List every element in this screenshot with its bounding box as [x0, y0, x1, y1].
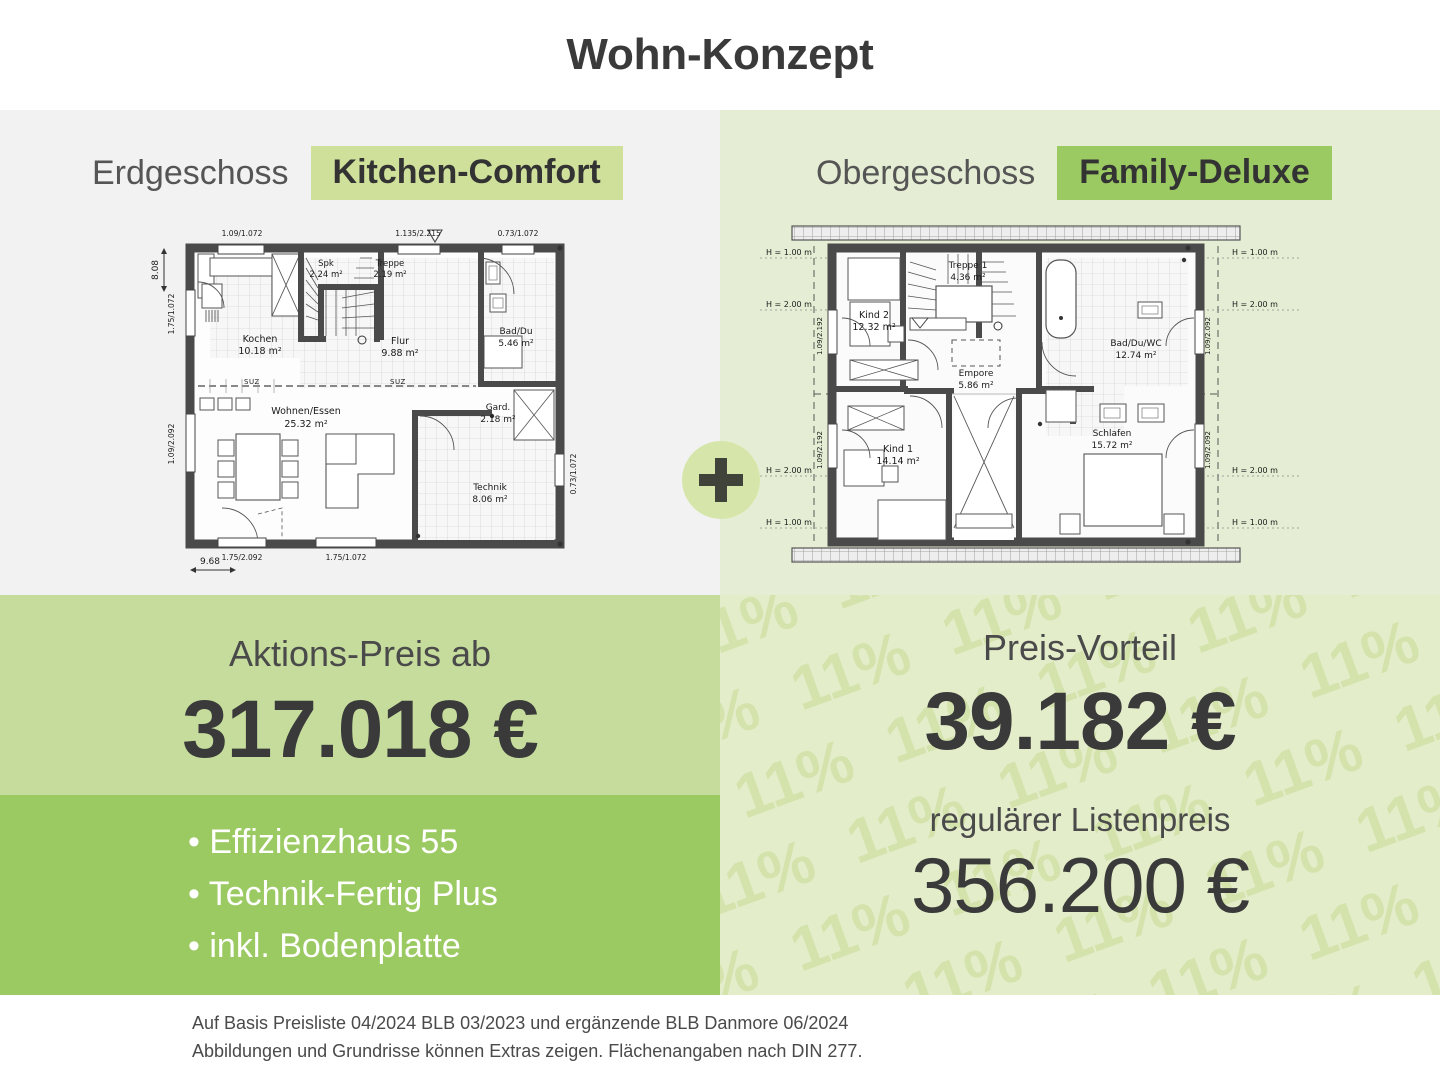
dim-top-right: 0.73/1.072 [498, 229, 539, 238]
svg-text:2.19 m²: 2.19 m² [373, 270, 406, 280]
dim-bottom-left: 1.75/2.092 [222, 553, 263, 562]
savings-band: 11% 11% 11% 11% 11% 11% 11% 11% 11% 11% 11% 11% 11% 1… [720, 595, 1440, 995]
h-label-right-4: H = 1.00 m [1232, 518, 1278, 527]
feature-list: • Effizienzhaus 55 • Technik-Fertig Plus… [0, 795, 720, 995]
svg-text:2.24 m²: 2.24 m² [309, 270, 342, 280]
pricing-row: Aktions-Preis ab 317.018 € • Effizienzha… [0, 595, 1440, 995]
h-label-left-1: H = 1.00 m [766, 248, 812, 257]
room-label-kind2: Kind 2 [859, 310, 889, 321]
footer-line-2: Abbildungen und Grundrisse können Extras… [192, 1040, 863, 1061]
room-label-treppe: Treppe [375, 259, 405, 269]
ground-floor-header: Erdgeschoss Kitchen-Comfort [0, 145, 720, 201]
savings-content: Preis-Vorteil 39.182 € regulärer Listenp… [720, 595, 1440, 995]
room-label-spk: Spk [318, 259, 334, 269]
dim-top-mid: 1.135/2.215 [395, 229, 441, 238]
upper-floor-header: Obergeschoss Family-Deluxe [720, 145, 1440, 201]
action-price-value: 317.018 € [182, 684, 539, 775]
dim-left-lower: 1.09/2.092 [167, 423, 176, 464]
room-label-gard: Gard. [486, 403, 511, 413]
svg-text:2.18 m²: 2.18 m² [480, 415, 516, 425]
room-label-treppe1: Treppe 1 [948, 261, 988, 271]
h-label-right-3: H = 2.00 m [1232, 466, 1278, 475]
dim-overall-height: 8.08 [151, 260, 161, 280]
dim-left-upper: 1.75/1.072 [167, 293, 176, 334]
svg-text:SUZ: SUZ [244, 378, 260, 386]
dim-u-right-lower: 1.09/2.092 [1204, 431, 1212, 469]
upper-floor-pane: Obergeschoss Family-Deluxe [720, 110, 1440, 595]
h-label-right-2: H = 2.00 m [1232, 300, 1278, 309]
dim-bottom-mid: 1.75/1.072 [326, 553, 367, 562]
plus-separator-icon [682, 441, 760, 519]
room-label-schlafen: Schlafen [1093, 429, 1132, 439]
room-label-flur: Flur [391, 336, 409, 347]
dim-overall-width: 9.68 [200, 557, 220, 567]
svg-text:14.14 m²: 14.14 m² [876, 456, 919, 467]
svg-text:SUZ: SUZ [390, 378, 406, 386]
feature-item-2: • Technik-Fertig Plus [188, 875, 498, 914]
room-label-empore: Empore [959, 369, 994, 379]
kitchen-comfort-badge[interactable]: Kitchen-Comfort [310, 146, 623, 200]
room-label-technik: Technik [472, 483, 507, 493]
svg-text:4.36 m²: 4.36 m² [950, 273, 986, 283]
h-label-right-1: H = 1.00 m [1232, 248, 1278, 257]
svg-text:12.32 m²: 12.32 m² [852, 322, 895, 333]
room-label-bad-du-wc: Bad/Du/WC [1110, 339, 1161, 349]
action-price-label: Aktions-Preis ab [228, 633, 492, 674]
ground-floor-drawing: SUZ SUZ [151, 229, 578, 573]
dim-u-left-upper: 1.09/2.192 [816, 317, 824, 355]
ground-floor-label: Erdgeschoss [92, 153, 289, 192]
h-label-left-2: H = 2.00 m [766, 300, 812, 309]
floorplans-row: Erdgeschoss Kitchen-Comfort [0, 110, 1440, 595]
dim-top-left: 1.09/1.072 [222, 229, 263, 238]
room-label-wohnen-essen: Wohnen/Essen [271, 406, 341, 417]
family-deluxe-badge[interactable]: Family-Deluxe [1057, 146, 1332, 200]
advantage-label: Preis-Vorteil [982, 627, 1178, 668]
plus-horizontal-bar [699, 474, 743, 486]
h-label-left-4: H = 1.00 m [766, 518, 812, 527]
list-price-value: 356.200 € [910, 841, 1250, 930]
room-label-bad-du: Bad/Du [499, 327, 532, 337]
svg-text:10.18 m²: 10.18 m² [238, 346, 281, 357]
feature-item-3: • inkl. Bodenplatte [188, 926, 461, 965]
footer-disclaimer: Auf Basis Preisliste 04/2024 BLB 03/2023… [0, 1000, 1440, 1080]
dim-u-right-upper: 1.09/2.092 [1204, 317, 1212, 355]
footer-line-1: Auf Basis Preisliste 04/2024 BLB 03/2023… [192, 1013, 849, 1033]
features-band [0, 795, 720, 995]
list-price-label: regulärer Listenpreis [929, 801, 1231, 839]
svg-text:5.46 m²: 5.46 m² [498, 339, 534, 349]
title-bar: Wohn-Konzept [0, 0, 1440, 110]
room-label-kind1: Kind 1 [883, 444, 913, 455]
svg-text:9.88 m²: 9.88 m² [381, 348, 418, 359]
advantage-value: 39.182 € [924, 676, 1236, 767]
svg-text:5.86 m²: 5.86 m² [958, 381, 994, 391]
h-label-left-3: H = 2.00 m [766, 466, 812, 475]
room-label-kochen: Kochen [243, 334, 278, 345]
page-title: Wohn-Konzept [566, 30, 874, 79]
svg-text:8.06 m²: 8.06 m² [472, 495, 508, 505]
dim-u-left-lower: 1.09/2.192 [816, 431, 824, 469]
svg-text:25.32 m²: 25.32 m² [284, 419, 327, 430]
action-price-band: Aktions-Preis ab 317.018 € [0, 595, 720, 795]
dim-right-lower: 0.73/1.072 [569, 453, 578, 494]
svg-text:15.72 m²: 15.72 m² [1091, 441, 1132, 451]
svg-text:12.74 m²: 12.74 m² [1115, 351, 1156, 361]
upper-floor-drawing: Kind 2 12.32 m² Kind 1 14.14 m² Treppe 1… [760, 225, 1300, 563]
ground-floor-pane: Erdgeschoss Kitchen-Comfort [0, 110, 720, 595]
feature-item-1: • Effizienzhaus 55 [188, 823, 459, 862]
upper-floor-label: Obergeschoss [816, 153, 1036, 192]
